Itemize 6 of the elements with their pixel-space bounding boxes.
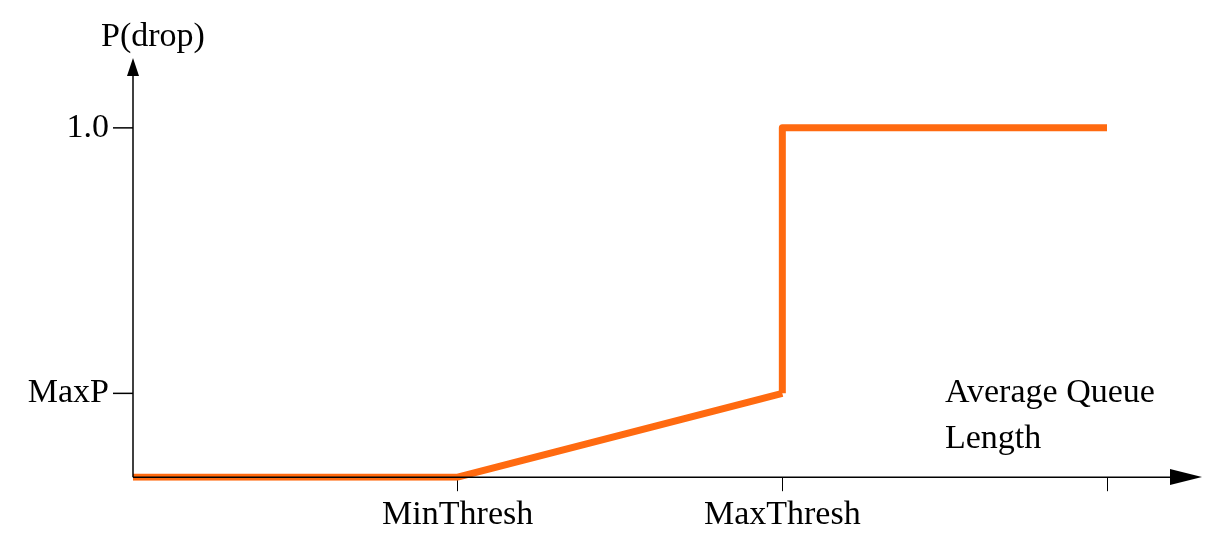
x-tick-label: MinThresh <box>382 493 534 531</box>
y-axis-title: P(drop) <box>101 15 205 54</box>
x-tick-label: MaxThresh <box>703 493 861 531</box>
x-axis-title: Average Queue Length <box>945 372 1155 456</box>
text: 1.0 <box>66 106 109 144</box>
text: MaxP <box>27 372 109 410</box>
